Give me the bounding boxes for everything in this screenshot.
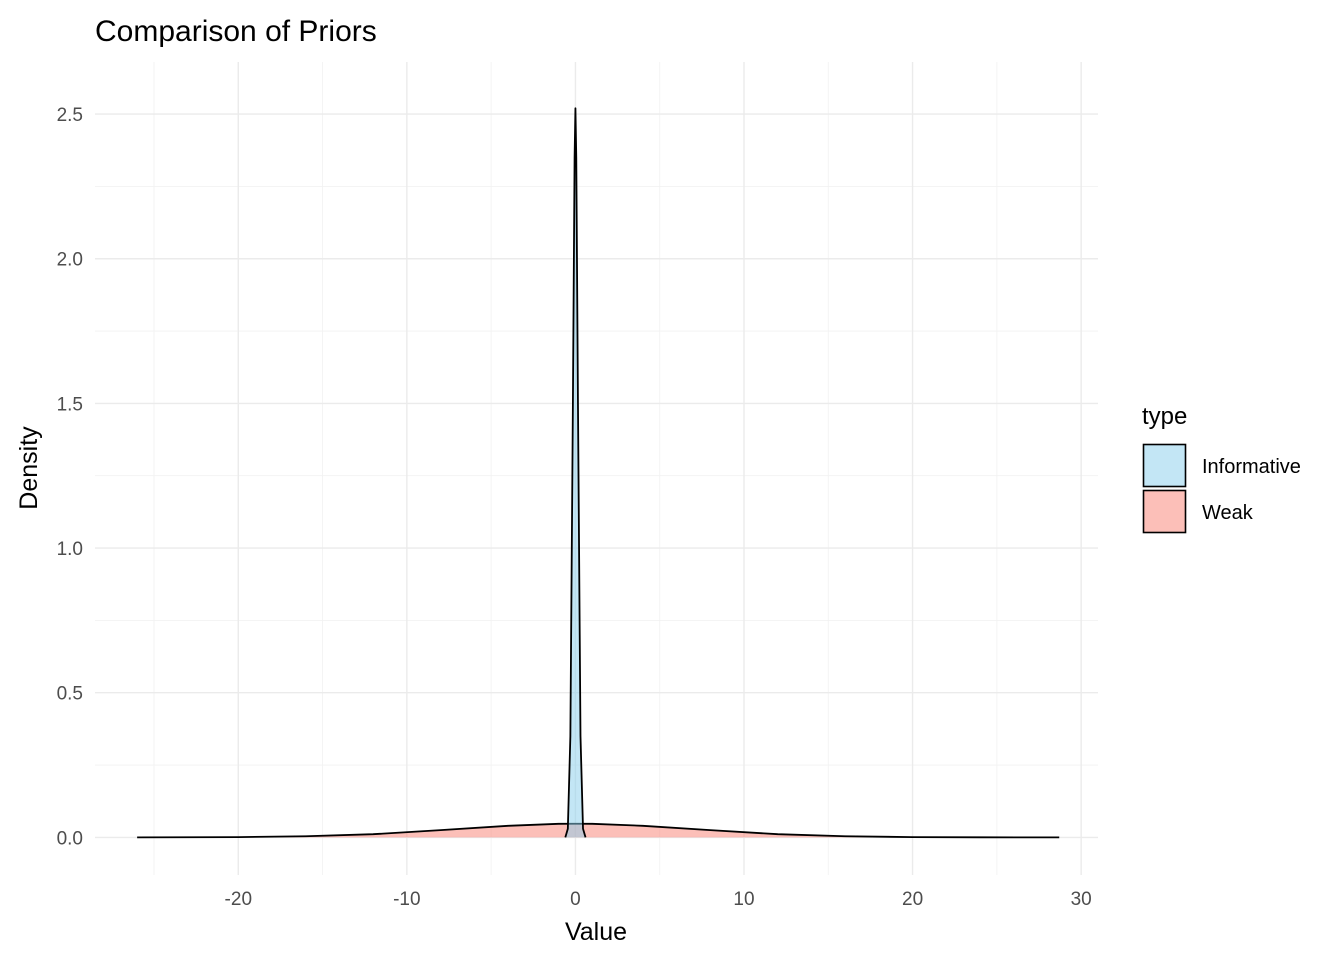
y-tick-label: 2.5 xyxy=(57,105,83,126)
y-tick-label: 0.5 xyxy=(57,684,83,705)
x-tick-label: -10 xyxy=(393,889,420,910)
series-informative-outline xyxy=(564,107,587,838)
x-tick-label: 20 xyxy=(902,889,923,910)
y-tick-label: 1.5 xyxy=(57,394,83,415)
x-tick-label: -20 xyxy=(225,889,252,910)
y-tick-label: 1.0 xyxy=(57,539,83,560)
y-tick-label: 0.0 xyxy=(57,828,83,849)
legend-label-informative: Informative xyxy=(1202,456,1301,478)
legend-label-weak: Weak xyxy=(1202,502,1254,524)
y-axis-ticks: 0.0 0.5 1.0 1.5 2.0 2.5 xyxy=(57,105,83,849)
series-weak-outline xyxy=(137,822,1060,839)
y-axis-title: Density xyxy=(15,426,43,510)
legend-title: type xyxy=(1142,403,1187,430)
x-tick-label: 10 xyxy=(733,889,754,910)
legend-swatch-informative xyxy=(1142,443,1187,488)
x-axis-ticks: -20 -10 0 10 20 30 xyxy=(225,889,1092,910)
series-weak-area xyxy=(137,823,1060,838)
chart-title: Comparison of Priors xyxy=(95,15,377,48)
y-tick-label: 2.0 xyxy=(57,250,83,271)
series-areas xyxy=(137,107,1060,839)
legend: type Informative Weak xyxy=(1142,403,1301,534)
x-axis-title: Value xyxy=(565,918,627,946)
x-tick-label: 30 xyxy=(1071,889,1092,910)
series-informative-area xyxy=(565,108,586,838)
x-tick-label: 0 xyxy=(570,889,581,910)
legend-swatch-weak xyxy=(1142,489,1187,534)
grid xyxy=(95,62,1098,875)
